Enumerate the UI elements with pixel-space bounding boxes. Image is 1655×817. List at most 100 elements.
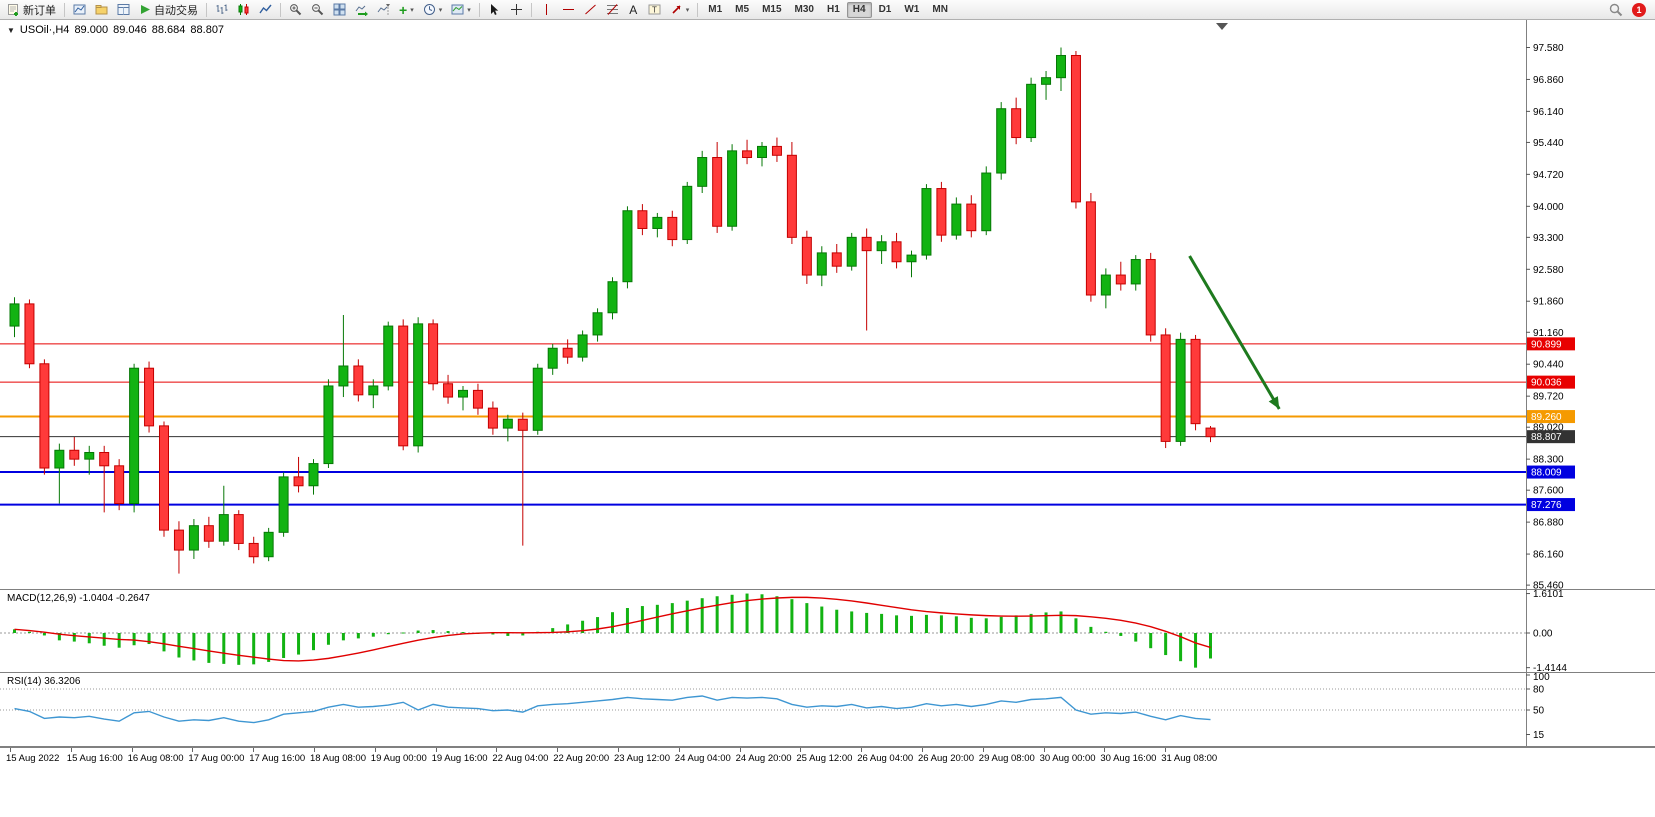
zoom-in-button[interactable] (285, 1, 306, 18)
macd-histogram-bar (775, 596, 779, 633)
candle-body (293, 476, 304, 487)
price-tick-label: 87.600 (1533, 486, 1564, 497)
price-tick-label: 97.580 (1533, 43, 1564, 54)
time-axis[interactable]: 15 Aug 2022 15 Aug 16:00 16 Aug 08:00 17 Au… (0, 747, 1655, 771)
notification-badge[interactable]: 1 (1632, 2, 1646, 17)
arrows-button[interactable]: ▾ (666, 1, 694, 18)
vertical-line-button[interactable] (536, 1, 557, 18)
candle-body (861, 236, 872, 252)
line-chart-button[interactable] (255, 1, 276, 18)
profiles-button[interactable] (91, 1, 112, 18)
fibonacci-button[interactable] (602, 1, 623, 18)
candle-body (592, 312, 603, 336)
candle-body (951, 203, 962, 236)
chevron-down-icon: ▾ (410, 6, 414, 14)
macd-histogram-bar (521, 633, 525, 636)
candle-body (323, 385, 334, 465)
price-tag (1527, 465, 1575, 479)
time-tick (374, 748, 376, 752)
text-label-button[interactable]: T (644, 1, 665, 18)
candle-body (203, 525, 214, 542)
autotrading-label: 自动交易 (154, 4, 198, 17)
candlestick-button[interactable] (233, 1, 254, 18)
separator (478, 2, 480, 17)
charts-button[interactable] (69, 1, 90, 18)
auto-scroll-button[interactable] (351, 1, 372, 18)
trend-arrow[interactable] (1188, 255, 1281, 410)
svg-text:T: T (652, 6, 657, 15)
candle-body (622, 210, 633, 283)
timeframe-M1[interactable]: M1 (708, 4, 723, 15)
crosshair-button[interactable] (506, 1, 527, 18)
timeframe-M30[interactable]: M30 (794, 4, 814, 15)
macd-histogram-bar (87, 633, 91, 644)
new-order-button[interactable]: 新订单 (3, 1, 60, 18)
clock-icon (423, 4, 435, 15)
macd-histogram-bar (760, 594, 764, 633)
zoom-out-button[interactable] (307, 1, 328, 18)
candle-body (24, 303, 35, 365)
timeframe-H1[interactable]: H1 (826, 4, 840, 15)
candle-body (1160, 334, 1171, 442)
candle-body (84, 451, 95, 460)
candle-body (1056, 54, 1066, 79)
periods-button[interactable]: ▾ (419, 1, 447, 18)
timeframe-MN[interactable]: MN (932, 4, 948, 15)
macd-pane[interactable]: 1.6101 0.00 -1.4144 (0, 590, 1655, 673)
add-indicator-icon: + (399, 1, 408, 18)
macd-histogram-bar (924, 614, 928, 633)
candle-body (1011, 108, 1022, 139)
notification-count: 1 (1636, 4, 1642, 15)
rsi-pane[interactable]: 100 80 50 15 (0, 673, 1655, 747)
tile-windows-button[interactable] (329, 1, 350, 18)
candle-body (218, 514, 229, 542)
timeframe-M15[interactable]: M15 (762, 4, 782, 15)
macd-histogram-bar (611, 612, 614, 633)
timeframe-D1[interactable]: D1 (878, 4, 892, 15)
macd-histogram-bar (655, 604, 659, 633)
candle-body (1070, 54, 1081, 203)
time-axis-label: 19 Aug 16:00 (431, 753, 488, 764)
timeframe-W1[interactable]: W1 (904, 4, 920, 15)
macd-histogram-bar (102, 633, 106, 646)
data-window-button[interactable] (113, 1, 134, 18)
autotrading-button[interactable]: 自动交易 (135, 1, 202, 18)
price-tick-label: 86.160 (1533, 550, 1564, 561)
main-price-chart[interactable]: 97.580 96.860 96.140 95.440 94.720 94.000 93.3… (0, 20, 1655, 590)
candle-body (921, 188, 932, 256)
text-icon: A (629, 2, 638, 17)
cursor-button[interactable] (484, 1, 505, 18)
indicators-button[interactable]: + ▾ (395, 1, 418, 18)
timeframe-H4[interactable]: H4 (846, 1, 872, 18)
time-axis-label: 15 Aug 2022 (6, 753, 60, 764)
bar-chart-button[interactable] (211, 1, 232, 18)
macd-histogram-bar (356, 633, 360, 639)
macd-main-value: -1.0404 (79, 593, 114, 604)
timeframe-M5[interactable]: M5 (735, 4, 750, 15)
macd-histogram-bar (431, 630, 435, 633)
macd-histogram-bar (1149, 633, 1153, 649)
time-axis-label: 22 Aug 20:00 (553, 753, 610, 764)
text-button[interactable]: A (624, 1, 643, 18)
trendline-button[interactable] (580, 1, 601, 18)
price-tag (1527, 337, 1575, 351)
chart-shift-button[interactable] (373, 1, 394, 18)
horizontal-line-button[interactable] (558, 1, 579, 18)
macd-histogram-bar (326, 633, 330, 645)
macd-histogram-bar (57, 633, 61, 641)
separator (530, 2, 532, 17)
timeframe-group: M1 M5 M15 M30 H1 H4 D1 W1 MN (702, 1, 954, 18)
macd-histogram-bar (745, 593, 749, 633)
templates-button[interactable]: ▾ (447, 1, 475, 18)
macd-name: MACD(12,26,9) (7, 593, 77, 604)
macd-histogram-bar (506, 633, 510, 636)
macd-tick-label: 1.6101 (1533, 590, 1564, 600)
chart-shift-marker[interactable] (1216, 23, 1228, 30)
search-button[interactable] (1605, 1, 1627, 18)
macd-histogram-bar (416, 630, 420, 633)
candle-body (891, 241, 902, 263)
symbol-dropdown-icon[interactable]: ▼ (7, 25, 15, 35)
ohlc-low: 88.684 (151, 24, 186, 36)
macd-histogram-bar (267, 633, 271, 662)
candle-body (562, 347, 573, 358)
